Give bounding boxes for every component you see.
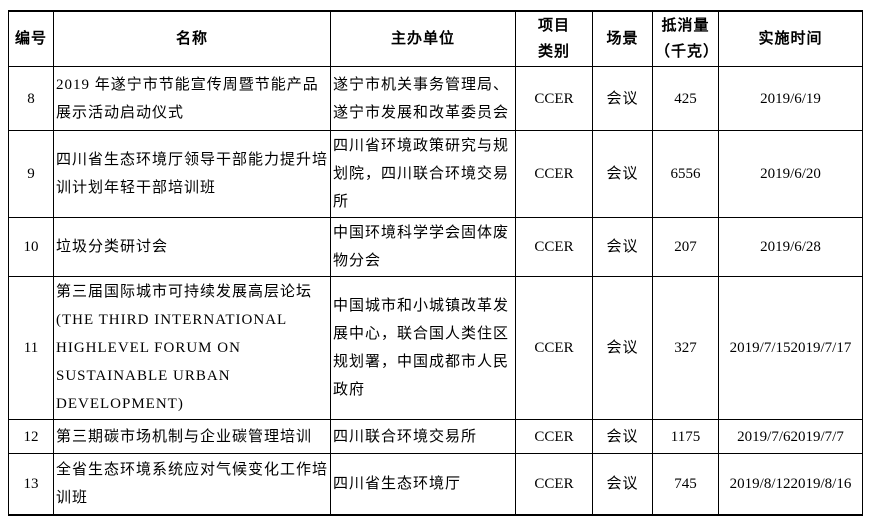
table-row: 13 全省生态环境系统应对气候变化工作培训班 四川省生态环境厅 CCER 会议 … <box>8 453 863 515</box>
row-date-cell: 2019/6/20 <box>718 130 863 218</box>
row-organizer-cell: 中国城市和小城镇改革发展中心，联合国人类住区规划署，中国成都市人民政府 <box>330 276 516 420</box>
column-header-organizer: 主办单位 <box>330 10 516 67</box>
row-name-cell: 第三期碳市场机制与企业碳管理培训 <box>53 419 331 454</box>
row-name-cell: 全省生态环境系统应对气候变化工作培训班 <box>53 453 331 515</box>
row-category-cell: CCER <box>515 66 593 131</box>
column-header-id: 编号 <box>8 10 54 67</box>
row-organizer-cell: 中国环境科学学会固体废物分会 <box>330 217 516 277</box>
row-id-cell: 8 <box>8 66 54 131</box>
row-organizer-cell: 四川省环境政策研究与规划院，四川联合环境交易所 <box>330 130 516 218</box>
column-header-offset-line2: （千克） <box>655 43 719 60</box>
row-id-cell: 10 <box>8 217 54 277</box>
row-scene-cell: 会议 <box>592 453 653 515</box>
column-header-date: 实施时间 <box>718 10 863 67</box>
row-name-cell: 2019 年遂宁市节能宣传周暨节能产品展示活动启动仪式 <box>53 66 331 131</box>
table-row: 12 第三期碳市场机制与企业碳管理培训 四川联合环境交易所 CCER 会议 11… <box>8 419 863 454</box>
row-id-cell: 12 <box>8 419 54 454</box>
table-row: 11 第三届国际城市可持续发展高层论坛 (THE THIRD INTERNATI… <box>8 276 863 420</box>
row-offset-cell: 207 <box>652 217 719 277</box>
column-header-category-line2: 类别 <box>537 43 570 60</box>
column-header-category: 项目 类别 <box>515 10 593 67</box>
row-name-cell: 四川省生态环境厅领导干部能力提升培训计划年轻干部培训班 <box>53 130 331 218</box>
column-header-offset-line1: 抵消量 <box>661 17 710 34</box>
row-scene-cell: 会议 <box>592 276 653 420</box>
table-row: 10 垃圾分类研讨会 中国环境科学学会固体废物分会 CCER 会议 207 20… <box>8 217 863 277</box>
row-organizer-cell: 四川省生态环境厅 <box>330 453 516 515</box>
table-header-row: 编号 名称 主办单位 项目 类别 场景 抵消量 （千克） 实施时间 <box>8 10 863 67</box>
column-header-name: 名称 <box>53 10 331 67</box>
row-category-cell: CCER <box>515 217 593 277</box>
row-date-cell: 2019/6/19 <box>718 66 863 131</box>
row-scene-cell: 会议 <box>592 130 653 218</box>
row-date-cell: 2019/7/152019/7/17 <box>718 276 863 420</box>
row-offset-cell: 6556 <box>652 130 719 218</box>
row-name-cell: 第三届国际城市可持续发展高层论坛 (THE THIRD INTERNATIONA… <box>53 276 331 420</box>
row-offset-cell: 745 <box>652 453 719 515</box>
column-header-offset: 抵消量 （千克） <box>652 10 719 67</box>
row-date-cell: 2019/7/62019/7/7 <box>718 419 863 454</box>
row-name-cell: 垃圾分类研讨会 <box>53 217 331 277</box>
row-category-cell: CCER <box>515 419 593 454</box>
row-date-cell: 2019/6/28 <box>718 217 863 277</box>
row-id-cell: 13 <box>8 453 54 515</box>
column-header-category-line1: 项目 <box>537 17 570 34</box>
carbon-offset-records-table: 编号 名称 主办单位 项目 类别 场景 抵消量 （千克） 实施时间 8 2019… <box>8 10 863 516</box>
column-header-scene: 场景 <box>592 10 653 67</box>
row-scene-cell: 会议 <box>592 66 653 131</box>
row-organizer-cell: 四川联合环境交易所 <box>330 419 516 454</box>
row-date-cell: 2019/8/122019/8/16 <box>718 453 863 515</box>
row-offset-cell: 425 <box>652 66 719 131</box>
row-offset-cell: 1175 <box>652 419 719 454</box>
row-category-cell: CCER <box>515 130 593 218</box>
row-scene-cell: 会议 <box>592 217 653 277</box>
table-row: 8 2019 年遂宁市节能宣传周暨节能产品展示活动启动仪式 遂宁市机关事务管理局… <box>8 66 863 131</box>
row-id-cell: 11 <box>8 276 54 420</box>
row-category-cell: CCER <box>515 453 593 515</box>
table-row: 9 四川省生态环境厅领导干部能力提升培训计划年轻干部培训班 四川省环境政策研究与… <box>8 130 863 218</box>
row-scene-cell: 会议 <box>592 419 653 454</box>
row-organizer-cell: 遂宁市机关事务管理局、遂宁市发展和改革委员会 <box>330 66 516 131</box>
row-id-cell: 9 <box>8 130 54 218</box>
row-offset-cell: 327 <box>652 276 719 420</box>
row-category-cell: CCER <box>515 276 593 420</box>
